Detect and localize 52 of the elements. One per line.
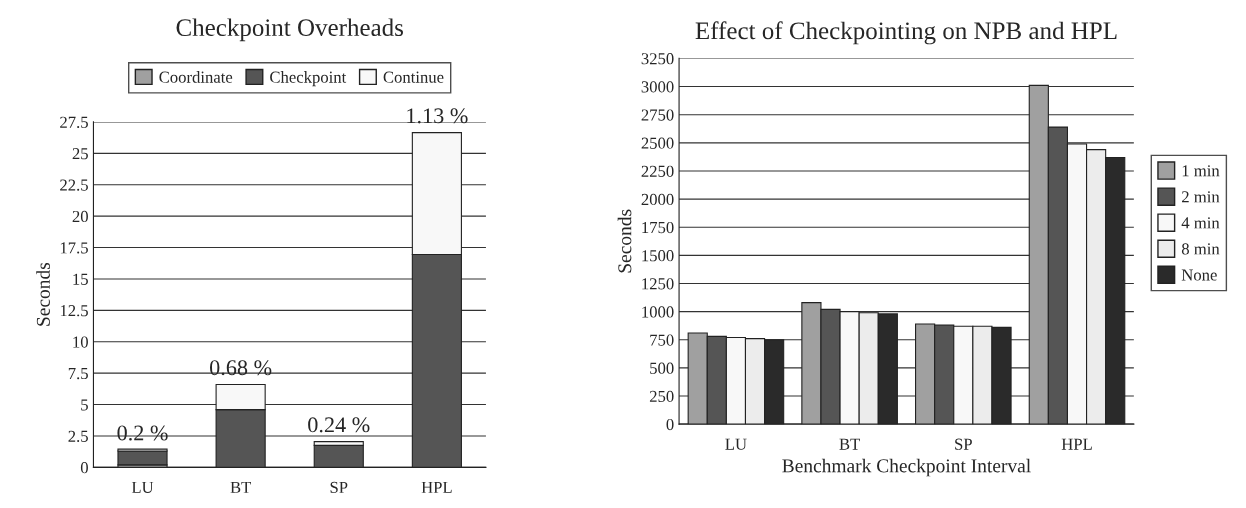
y-tick-label: 1500 — [642, 250, 674, 262]
y-tick-label: 15 — [73, 273, 88, 285]
y-tick-label: 3000 — [641, 81, 674, 93]
y-tick-label: 2.5 — [68, 430, 88, 442]
y-tick-label: 0 — [80, 462, 88, 474]
x-tick-label: HPL — [421, 481, 452, 493]
y-axis-title: Seconds — [36, 262, 50, 326]
legend-label: Continue — [383, 71, 444, 83]
y-tick-label: 22.5 — [60, 179, 88, 191]
y-tick-label: 250 — [649, 390, 674, 402]
y-tick-label: 1250 — [642, 278, 674, 290]
annotation: 1.13 % — [407, 108, 468, 124]
x-tick-label: HPL — [1061, 438, 1092, 450]
y-tick-label: 17.5 — [60, 242, 88, 254]
y-tick-label: 7.5 — [68, 368, 88, 380]
y-tick-label: 5 — [81, 399, 88, 411]
y-tick-label: 3250 — [641, 53, 674, 65]
y-tick-label: 27.5 — [60, 116, 88, 128]
legend-label: 1 min — [1182, 165, 1220, 177]
x-tick-label: BT — [839, 438, 860, 450]
y-axis-title: Seconds — [617, 209, 632, 273]
legend-label: 8 min — [1181, 243, 1220, 255]
x-tick-label: LU — [131, 481, 154, 493]
legend-label: Coordinate — [159, 71, 233, 83]
y-tick-label: 2750 — [641, 109, 674, 121]
annotation: 0.24 % — [308, 417, 370, 433]
y-tick-label: 1750 — [642, 221, 674, 234]
y-tick-label: 10 — [73, 336, 88, 348]
y-tick-label: 12.5 — [60, 305, 88, 317]
y-tick-label: 2250 — [641, 165, 674, 177]
legend-label: 4 min — [1181, 217, 1220, 229]
x-tick-label: SP — [330, 481, 348, 493]
y-tick-label: 20 — [72, 210, 88, 223]
x-axis-title: Benchmark Checkpoint Interval — [782, 458, 1031, 477]
legend-label: Checkpoint — [270, 71, 347, 87]
annotation: 0.2 % — [117, 425, 168, 441]
chart-title: Effect of Checkpointing on NPB and HPL — [695, 21, 1117, 45]
x-tick-label: BT — [230, 481, 252, 493]
x-tick-label: SP — [955, 438, 972, 450]
legend-label: None — [1181, 269, 1217, 281]
y-tick-label: 0 — [666, 418, 674, 431]
bar — [313, 444, 364, 468]
y-tick-label: 750 — [650, 334, 674, 346]
legend-label: 2 min — [1182, 191, 1220, 203]
y-tick-label: 500 — [650, 362, 674, 374]
y-tick-label: 25 — [72, 148, 88, 160]
y-tick-label: 2000 — [641, 193, 674, 206]
x-tick-label: LU — [725, 438, 747, 450]
y-tick-label: 1000 — [642, 306, 674, 318]
annotation: 0.68 % — [210, 360, 272, 376]
y-tick-label: 2500 — [641, 137, 674, 149]
chart-title: Checkpoint Overheads — [176, 18, 403, 42]
